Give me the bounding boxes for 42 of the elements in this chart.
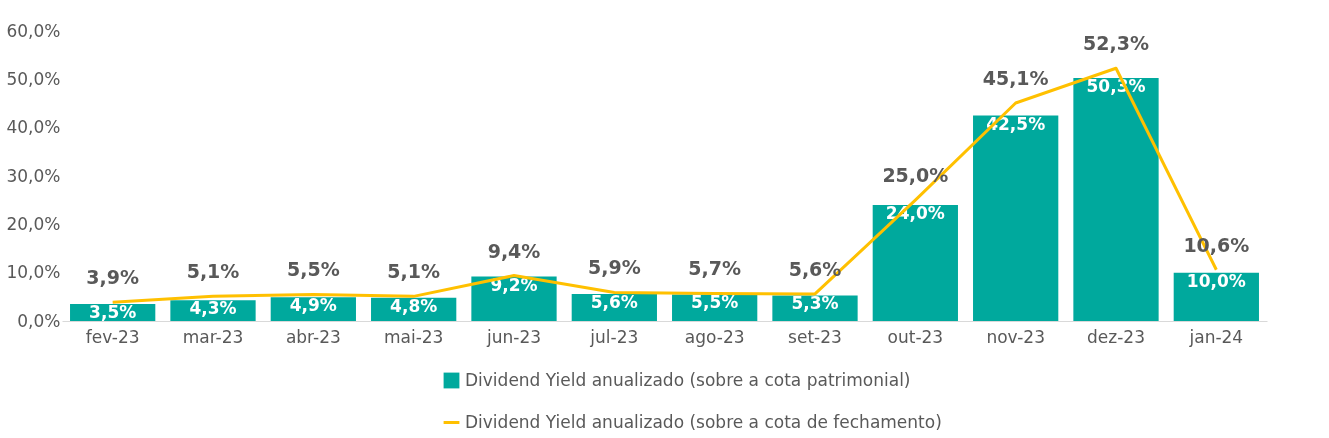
data-label: 5,1%: [387, 260, 441, 283]
bar: [872, 205, 958, 321]
y-tick-label: 50,0%: [6, 68, 61, 89]
data-label: 3,5%: [89, 302, 137, 323]
data-label: 5,1%: [186, 260, 240, 283]
data-label: 3,9%: [86, 266, 140, 289]
x-tick-label: dez-23: [1087, 326, 1145, 347]
data-label: 5,9%: [587, 256, 641, 279]
y-tick-label: 10,0%: [6, 262, 61, 283]
data-label: 4,9%: [289, 295, 337, 316]
x-tick-label: abr-23: [285, 326, 341, 347]
bar: [1073, 77, 1159, 321]
x-tick-label: jun-23: [485, 326, 542, 347]
data-label: 5,6%: [788, 257, 842, 280]
y-tick-label: 30,0%: [6, 165, 61, 186]
bar: [973, 115, 1059, 321]
x-tick-label: ago-23: [684, 326, 745, 347]
data-label: 45,1%: [982, 67, 1049, 90]
data-label: 5,3%: [791, 293, 839, 314]
x-tick-label: mai-23: [383, 326, 444, 347]
data-label: 5,5%: [691, 292, 739, 313]
data-label: 5,7%: [688, 257, 742, 280]
y-tick-label: 40,0%: [6, 117, 61, 138]
y-tick-label: 60,0%: [6, 20, 61, 41]
x-tick-label: mar-23: [182, 326, 244, 347]
data-label: 5,6%: [590, 291, 638, 312]
x-tick-label: jul-23: [589, 326, 639, 347]
legend-label: Dividend Yield anualizado (sobre a cota de fechamento): [465, 411, 942, 432]
x-tick-label: out-23: [887, 326, 944, 347]
y-tick-label: 20,0%: [6, 213, 61, 234]
data-label: 5,5%: [286, 258, 340, 281]
x-tick-label: nov-23: [986, 326, 1045, 347]
data-label: 9,4%: [487, 239, 541, 262]
x-tick-label: set-23: [788, 326, 842, 347]
x-tick-label: fev-23: [85, 326, 140, 347]
data-label: 4,8%: [390, 295, 438, 316]
legend-label: Dividend Yield anualizado (sobre a cota patrimonial): [465, 369, 911, 390]
data-label: 10,0%: [1186, 270, 1246, 291]
y-tick-label: 0,0%: [17, 310, 61, 331]
x-tick-label: jan-24: [1188, 326, 1244, 347]
data-label: 52,3%: [1083, 32, 1149, 55]
data-label: 4,3%: [189, 298, 237, 319]
